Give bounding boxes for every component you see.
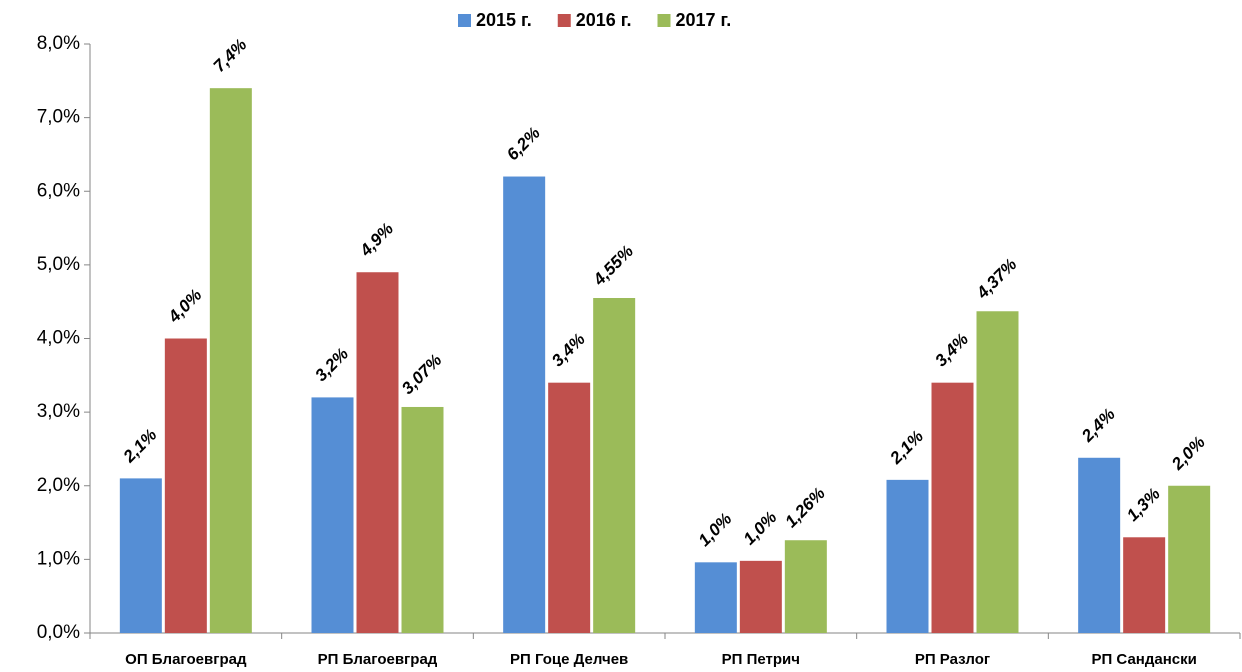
data-label: 2,1% — [119, 425, 161, 467]
legend-label: 2015 г. — [476, 10, 532, 30]
legend-swatch — [557, 14, 571, 27]
bar — [694, 562, 737, 633]
data-label: 1,0% — [695, 509, 736, 550]
data-label: 2,4% — [1077, 405, 1119, 447]
bar — [209, 88, 252, 634]
bar — [1078, 457, 1121, 633]
data-label: 3,07% — [398, 350, 446, 398]
data-label: 2,0% — [1167, 433, 1209, 475]
data-label: 3,2% — [311, 344, 352, 385]
y-tick-label: 6,0% — [37, 180, 80, 201]
bar — [886, 479, 929, 633]
y-tick-label: 0,0% — [37, 622, 80, 643]
bar — [548, 382, 591, 633]
y-tick-label: 7,0% — [37, 107, 80, 128]
y-tick-label: 3,0% — [37, 401, 80, 422]
data-label: 3,4% — [548, 330, 589, 371]
legend-swatch — [458, 14, 471, 27]
x-tick-label: РП Сандански — [1091, 651, 1196, 668]
data-label: 4,0% — [164, 285, 206, 327]
y-tick-label: 5,0% — [37, 254, 80, 275]
data-label: 1,26% — [781, 484, 829, 532]
x-tick-label: РП Благоевград — [318, 651, 438, 668]
data-label: 4,37% — [972, 255, 1020, 303]
legend-label: 2016 г. — [576, 10, 632, 30]
data-label: 1,0% — [740, 508, 781, 549]
bar — [401, 406, 444, 633]
bar — [503, 176, 546, 633]
bar — [1123, 537, 1166, 633]
bar — [1168, 485, 1211, 633]
bar — [593, 298, 636, 633]
legend-swatch — [657, 14, 671, 27]
bar — [119, 478, 162, 633]
bar — [931, 382, 974, 633]
data-label: 3,4% — [931, 330, 972, 371]
y-tick-label: 2,0% — [37, 475, 80, 496]
bar — [976, 311, 1019, 633]
bar — [311, 397, 354, 633]
data-label: 4,9% — [356, 219, 398, 261]
bar — [784, 540, 827, 633]
data-label: 2,1% — [886, 427, 928, 469]
x-tick-label: РП Петрич — [722, 651, 800, 668]
legend-label: 2017 г. — [676, 10, 732, 30]
x-tick-label: РП Гоце Делчев — [510, 651, 628, 668]
y-tick-label: 8,0% — [37, 33, 80, 54]
data-label: 6,2% — [503, 123, 544, 164]
bar — [164, 338, 207, 633]
y-tick-label: 1,0% — [37, 548, 80, 569]
y-tick-label: 4,0% — [37, 328, 80, 349]
x-tick-label: РП Разлог — [915, 651, 990, 668]
bar — [356, 272, 399, 633]
data-label: 1,3% — [1123, 484, 1164, 525]
bar — [739, 560, 782, 633]
x-tick-label: ОП Благоевград — [125, 651, 247, 668]
data-label: 7,4% — [210, 35, 251, 76]
data-label: 4,55% — [589, 242, 637, 290]
